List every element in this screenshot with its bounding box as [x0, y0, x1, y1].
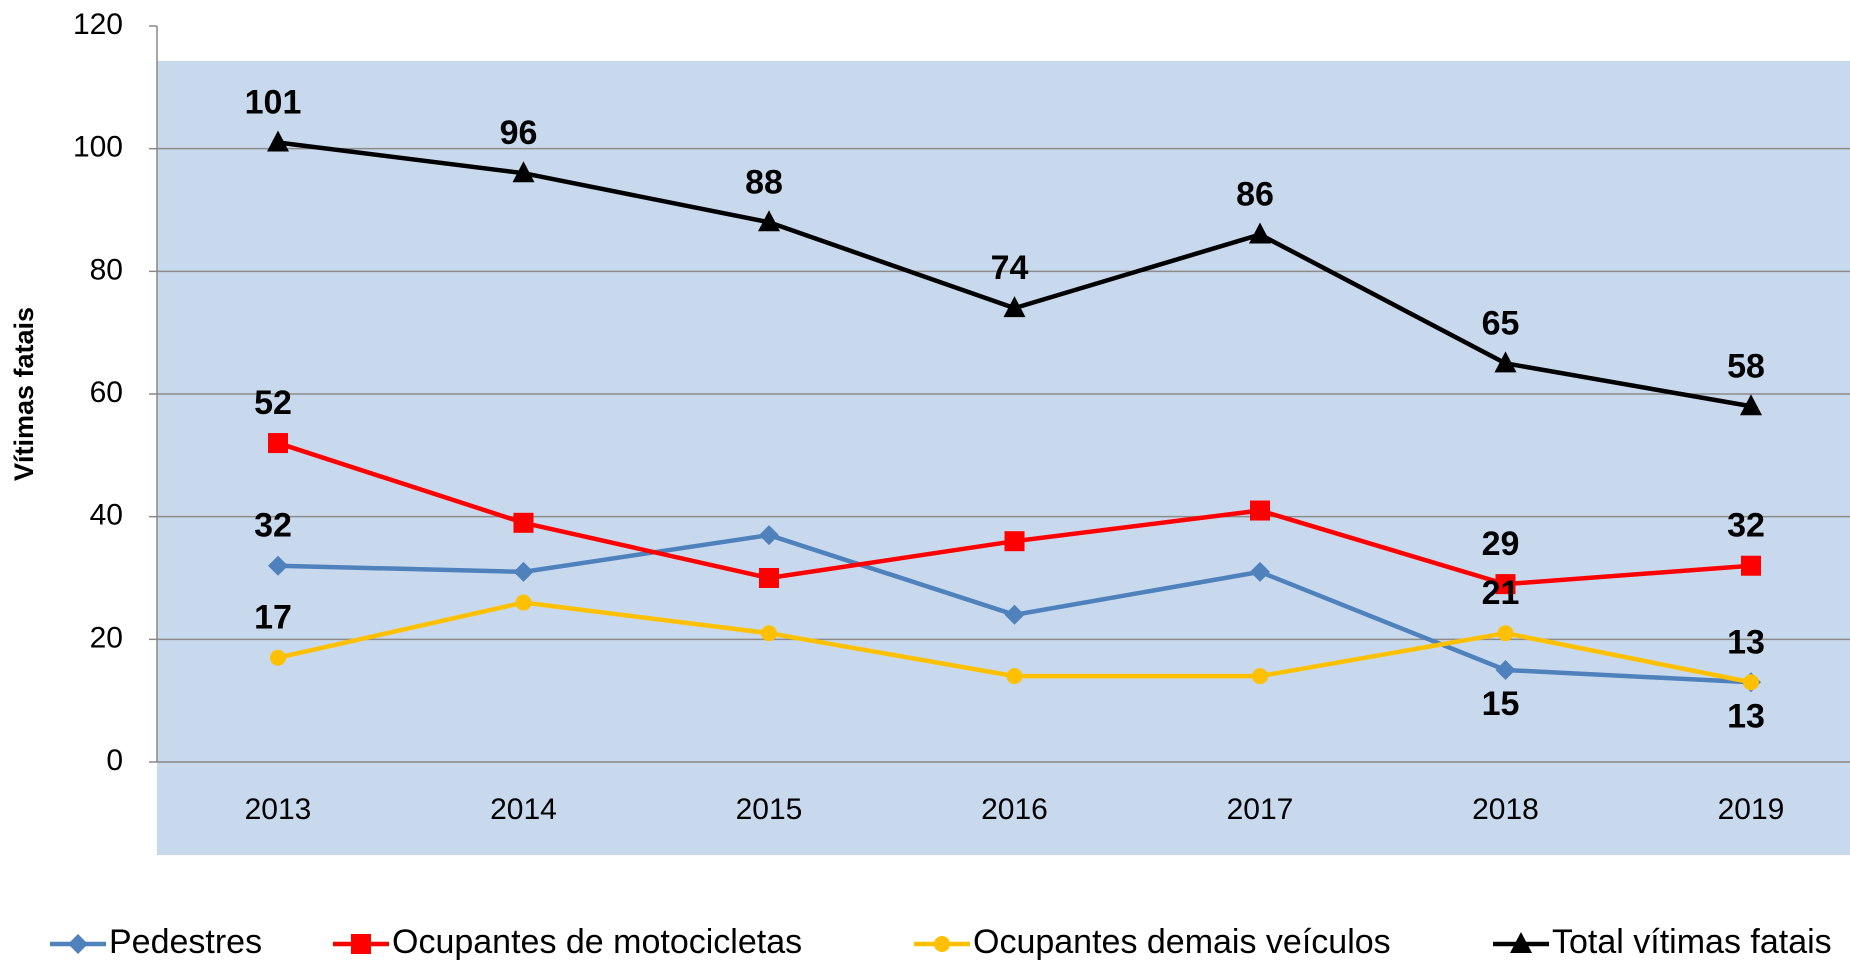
y-tick-label: 120	[73, 8, 123, 41]
data-point	[1740, 394, 1762, 416]
data-label: 52	[254, 384, 292, 422]
data-point	[758, 210, 780, 232]
data-label: 13	[1727, 697, 1765, 735]
legend-label: Ocupantes demais veículos	[973, 923, 1391, 961]
data-point	[512, 161, 535, 183]
legend-marker	[934, 936, 950, 952]
legend-label: Ocupantes de motocicletas	[392, 923, 802, 961]
y-tick-label: 60	[90, 376, 123, 409]
data-point	[759, 568, 779, 588]
data-label: 65	[1482, 304, 1520, 342]
data-point	[1250, 561, 1270, 582]
x-tick-label: 2016	[981, 793, 1048, 826]
data-point	[1003, 296, 1026, 318]
y-tick-label: 20	[90, 621, 123, 654]
legend-item: Ocupantes de motocicletas	[333, 923, 802, 961]
legend-marker	[351, 934, 371, 954]
data-label: 21	[1482, 574, 1520, 612]
legend-item: Ocupantes demais veículos	[914, 923, 1391, 961]
data-point	[513, 512, 534, 533]
data-point	[513, 561, 534, 582]
y-tick-label: 0	[106, 744, 123, 777]
y-tick-label: 80	[90, 253, 123, 286]
data-point	[1006, 668, 1023, 685]
data-label: 13	[1727, 623, 1765, 661]
data-label: 32	[254, 507, 292, 545]
legend-label: Total vítimas fatais	[1552, 923, 1832, 961]
data-label: 96	[500, 114, 538, 152]
data-point	[1252, 668, 1268, 685]
data-point	[1743, 674, 1759, 691]
data-point	[515, 594, 532, 611]
x-tick-label: 2017	[1227, 793, 1294, 826]
data-point	[1497, 625, 1514, 642]
data-label: 15	[1482, 685, 1520, 723]
data-point	[1250, 500, 1270, 521]
data-point	[1004, 604, 1025, 625]
x-tick-label: 2013	[245, 793, 312, 826]
legend-item: Pedestres	[50, 923, 262, 961]
y-tick-label: 100	[73, 131, 123, 164]
legend-item: Total vítimas fatais	[1493, 923, 1832, 961]
data-point	[761, 625, 777, 642]
legend-marker	[68, 934, 88, 954]
legend-label: Pedestres	[109, 923, 262, 961]
data-label: 88	[745, 163, 783, 201]
data-label: 101	[245, 84, 302, 122]
x-tick-label: 2018	[1472, 793, 1539, 826]
data-point	[268, 555, 288, 576]
data-label: 29	[1482, 525, 1520, 563]
x-tick-label: 2015	[736, 793, 803, 826]
legend-marker	[1510, 932, 1532, 953]
data-point	[270, 649, 286, 666]
y-axis-label: Vítimas fatais	[9, 307, 39, 481]
data-label: 86	[1236, 176, 1274, 214]
data-point	[1495, 574, 1516, 595]
data-point	[1495, 660, 1516, 680]
data-point	[759, 525, 779, 546]
data-label: 74	[991, 249, 1029, 287]
data-label: 58	[1727, 347, 1765, 385]
data-point	[1004, 531, 1025, 552]
data-label: 32	[1727, 507, 1765, 545]
data-point	[267, 130, 289, 152]
data-point	[1741, 555, 1761, 576]
x-tick-label: 2014	[490, 793, 557, 826]
x-tick-label: 2019	[1718, 793, 1785, 826]
plot-background	[157, 61, 1850, 855]
data-label: 17	[254, 599, 292, 637]
data-point	[1494, 351, 1517, 373]
data-point	[1249, 222, 1271, 244]
data-point	[268, 433, 288, 454]
y-tick-label: 40	[90, 499, 123, 532]
